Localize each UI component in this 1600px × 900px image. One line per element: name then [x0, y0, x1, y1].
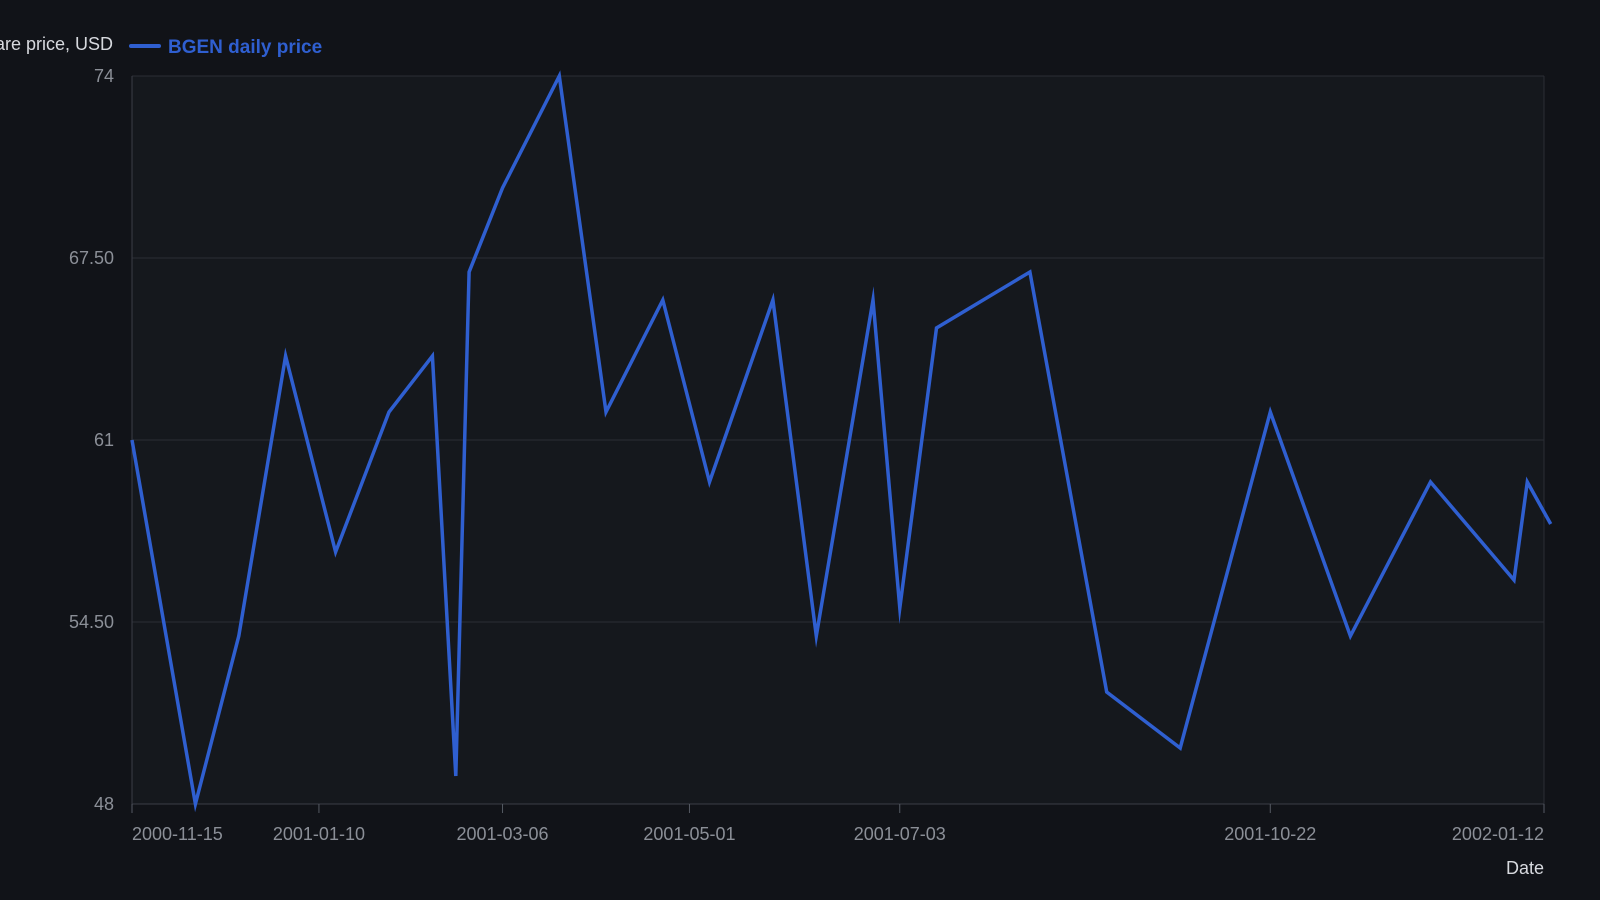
x-axis-title: Date	[1506, 858, 1544, 878]
x-tick-label: 2001-07-03	[854, 824, 946, 844]
data-point	[1549, 522, 1553, 526]
data-point	[501, 186, 505, 190]
data-point	[1178, 746, 1182, 750]
y-axis: 48 54.50 61 67.50 74	[69, 66, 133, 814]
data-point	[193, 802, 197, 806]
x-tick-label: 2001-03-06	[456, 824, 548, 844]
data-point	[1105, 690, 1109, 694]
series-layer	[130, 70, 1553, 813]
data-point	[130, 438, 134, 442]
data-point	[1525, 480, 1529, 484]
x-tick-label: 2002-01-12	[1452, 824, 1544, 844]
series-line	[130, 70, 1553, 813]
data-point	[387, 410, 391, 414]
data-point	[707, 480, 711, 484]
y-tick-label: 74	[94, 66, 114, 86]
data-point	[1512, 578, 1516, 582]
y-tick-label: 48	[94, 794, 114, 814]
data-point	[430, 354, 434, 358]
legend: Share price, USD BGEN daily price	[0, 34, 322, 58]
data-point	[934, 326, 938, 330]
data-point	[557, 74, 561, 78]
data-point	[898, 606, 902, 610]
data-point	[771, 298, 775, 302]
data-point	[604, 410, 608, 414]
data-point	[661, 298, 665, 302]
y-tick-label: 67.50	[69, 248, 114, 268]
y-tick-label: 61	[94, 430, 114, 450]
y-tick-label: 54.50	[69, 612, 114, 632]
y-axis-title: Share price, USD	[0, 34, 113, 54]
data-point	[467, 270, 471, 274]
x-axis: 2000-11-15 2001-01-10 2001-03-06 2001-05-01…	[131, 803, 1545, 844]
data-point	[814, 634, 818, 638]
legend-label: BGEN daily price	[168, 37, 322, 58]
data-point	[284, 354, 288, 358]
data-point	[871, 298, 875, 302]
x-tick-label: 2001-01-10	[273, 824, 365, 844]
data-point	[454, 774, 458, 778]
data-point	[1429, 480, 1433, 484]
x-tick-label: 2000-11-15	[132, 824, 223, 844]
data-point	[237, 634, 241, 638]
data-point	[1348, 634, 1352, 638]
data-point	[1268, 410, 1272, 414]
data-point	[1028, 270, 1032, 274]
x-tick-label: 2001-10-22	[1224, 824, 1316, 844]
x-tick-label: 2001-05-01	[643, 824, 735, 844]
data-point	[334, 550, 338, 554]
